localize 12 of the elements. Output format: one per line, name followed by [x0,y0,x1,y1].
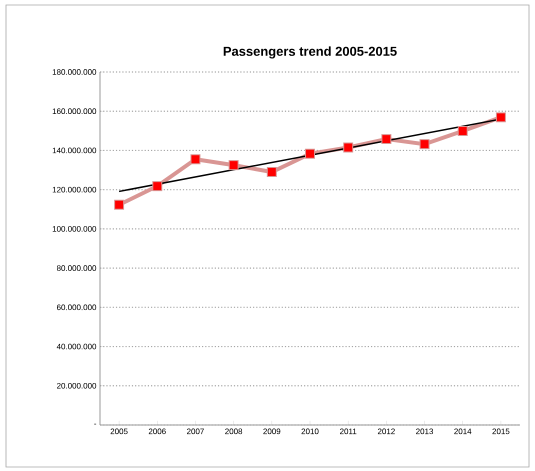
point [381,134,392,144]
chart-title: Passengers trend 2005-2015 [224,46,397,59]
point [266,167,277,177]
point [228,160,239,170]
point [152,181,162,192]
point [458,126,468,136]
point [343,142,354,152]
point [114,200,124,210]
point [305,148,315,159]
point [496,112,506,122]
point [420,139,430,150]
point [190,154,200,164]
